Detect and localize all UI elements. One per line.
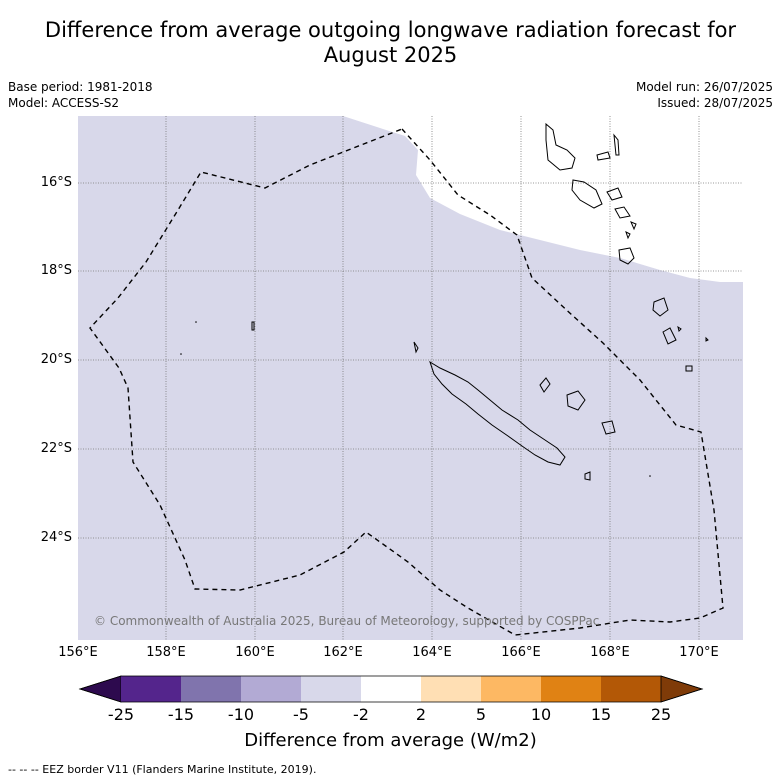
reef-dot-1 [195,321,197,323]
lat-label-24s: 24°S [40,530,72,545]
neutral-region [343,116,743,282]
title-line-2: August 2025 [323,43,458,67]
island-isle-of-pines [584,471,591,481]
lon-label-166e: 166°E [501,645,541,660]
colorbar-extend-high [660,675,704,703]
reef-dot-2 [180,353,182,355]
lon-label-170e: 170°E [679,645,719,660]
colorbar-bin-1 [121,676,181,702]
lon-label-168e: 168°E [590,645,630,660]
lat-label-20s: 20°S [40,352,72,367]
colorbar-tick: 5 [475,705,487,724]
colorbar-tick: 2 [415,705,427,724]
lat-label-18s: 18°S [40,263,72,278]
island-belep [413,341,419,354]
colorbar-label: Difference from average (W/m2) [244,730,537,751]
base-period: Base period: 1981-2018 [8,80,153,94]
colorbar-outline [78,675,704,703]
issued-date: Issued: 28/07/2025 [657,96,773,110]
gridlines [78,116,743,640]
meta-left: Base period: 1981-2018 Model: ACCESS-S2 [8,79,153,111]
reef-dot-3 [649,475,651,477]
model-run: Model run: 26/07/2025 [635,80,773,94]
eez-legend-note: -- -- -- EEZ border V11 (Flanders Marine… [8,763,317,776]
colorbar-tick: -15 [167,705,195,724]
colorbar-bin-5 [361,676,421,702]
lon-label-160e: 160°E [235,645,275,660]
lon-label-162e: 162°E [323,645,363,660]
colorbar-tick: -10 [227,705,255,724]
eez-border [89,128,724,636]
copyright-notice: © Commonwealth of Australia 2025, Bureau… [94,614,600,628]
colorbar-bin-7 [481,676,541,702]
lat-label-16s: 16°S [40,175,72,190]
colorbar-tick: 15 [590,705,612,724]
colorbar [78,675,704,703]
colorbar-bin-4 [301,676,361,702]
colorbar-bin-3 [241,676,301,702]
vanuatu-islands [545,122,709,372]
lat-label-22s: 22°S [40,441,72,456]
island-ouvea [539,377,551,393]
map-title: Difference from average outgoing longwav… [0,18,781,68]
new-caledonia-island [429,360,566,466]
lon-label-164e: 164°E [412,645,452,660]
colorbar-tick: -25 [107,705,135,724]
island-chesterfield [251,321,255,331]
colorbar-extend-low [78,675,122,703]
colorbar-bin-8 [541,676,601,702]
colorbar-bin-2 [181,676,241,702]
colorbar-bin-6 [421,676,481,702]
title-line-1: Difference from average outgoing longwav… [44,18,737,42]
lon-label-158e: 158°E [146,645,186,660]
island-mare [601,420,616,435]
colorbar-bin-9 [601,676,661,702]
lon-label-156e: 156°E [58,645,98,660]
model-name: Model: ACCESS-S2 [8,96,120,110]
island-lifou [566,390,586,411]
meta-right: Model run: 26/07/2025 Issued: 28/07/2025 [636,79,773,111]
colorbar-tick: -2 [353,705,369,724]
colorbar-tick: -5 [293,705,309,724]
colorbar-tick: 25 [650,705,672,724]
colorbar-tick: 10 [530,705,552,724]
